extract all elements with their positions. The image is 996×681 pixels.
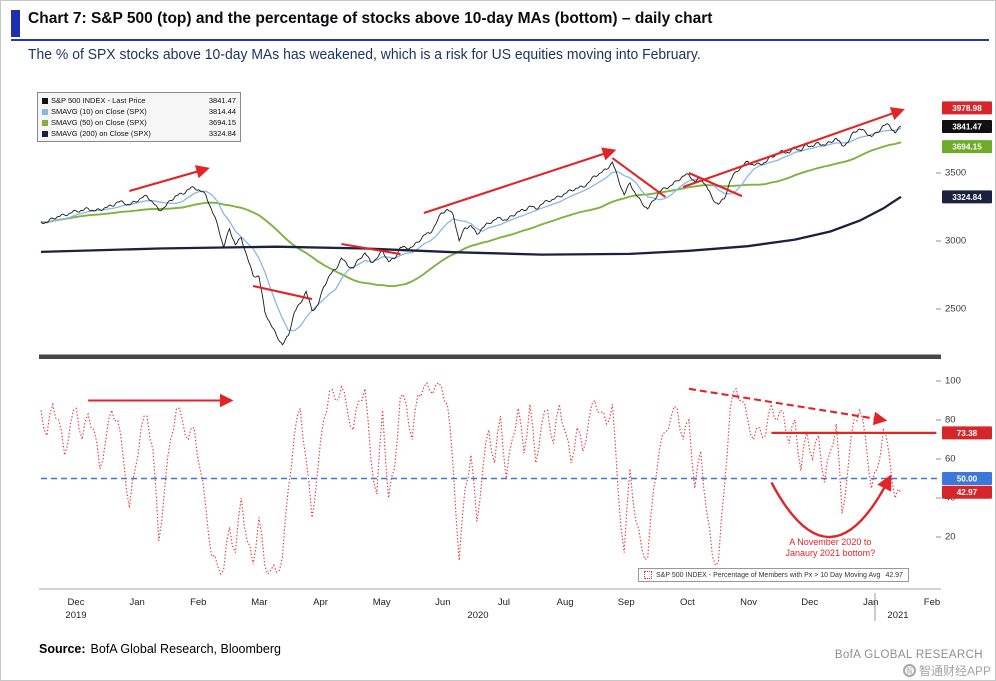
annotation-dashline [688, 387, 888, 426]
title-rule [11, 39, 989, 41]
watermark: 智 智通财经APP [902, 662, 991, 679]
price-badge [942, 190, 992, 204]
ma50-line [40, 141, 902, 288]
legend-swatch-icon [42, 130, 48, 137]
price-badge [942, 485, 992, 499]
legend-item: SMAVG (10) on Close (SPX) 3814.44 [42, 106, 236, 117]
x-month-label: Nov [740, 597, 757, 608]
panel-separator [39, 354, 941, 359]
legend-name: SMAVG (10) on Close (SPX) [51, 107, 147, 116]
price-badge [942, 120, 992, 134]
ma200-line [40, 195, 902, 256]
legend-name: S&P 500 INDEX - Last Price [51, 96, 146, 105]
price-badge-label: 50.00 [957, 475, 978, 484]
legend-name: SMAVG (200) on Close (SPX) [51, 129, 151, 138]
price-badge-label: 3841.47 [952, 123, 982, 132]
source-line: Source: BofA Global Research, Bloomberg [39, 642, 281, 656]
price-badge-label: 3324.84 [952, 193, 982, 202]
x-month-label: Feb [924, 597, 940, 608]
legend-item: SMAVG (50) on Close (SPX) 3694.15 [42, 117, 236, 128]
y-tick-label: 3000 [945, 236, 966, 247]
legend-swatch-icon [42, 97, 48, 104]
price-badge-label: 42.97 [957, 488, 978, 497]
y-tick-label: 80 [945, 415, 956, 426]
legend-value: 3814.44 [208, 107, 236, 116]
legend-value: 3694.15 [208, 118, 236, 127]
y-tick-label: 3500 [945, 168, 966, 179]
chart-subtitle: The % of SPX stocks above 10-day MAs has… [28, 46, 701, 63]
legend-value: 3324.84 [208, 129, 236, 138]
annotation-arrow [682, 107, 905, 188]
x-month-label: Dec [68, 597, 85, 608]
price-badge-label: 73.38 [957, 429, 978, 438]
price-badge [942, 426, 992, 440]
legend-item: SMAVG (200) on Close (SPX) 3324.84 [42, 128, 236, 139]
chart-area: A November 2020 to Janaury 2021 bottom? 35… [1, 89, 995, 634]
x-month-label: Jul [498, 597, 510, 608]
y-tick-label: 2500 [945, 304, 966, 315]
annotation-line [688, 172, 743, 198]
watermark-text: 智通财经APP [918, 664, 991, 678]
annotation-text: A November 2020 to Janaury 2021 bottom? [786, 537, 876, 558]
x-year-label: 2020 [467, 610, 488, 621]
x-year-label: 2021 [887, 610, 908, 621]
x-month-label: Feb [190, 597, 206, 608]
annotation-arrow [423, 147, 617, 214]
x-year-label: 2019 [65, 610, 86, 621]
chart-svg: A November 2020 to Janaury 2021 bottom? 35… [39, 101, 992, 621]
x-month-label: Mar [251, 597, 267, 608]
price-badge-label: 3694.15 [952, 143, 982, 152]
percent-legend: S&P 500 INDEX - Percentage of Members wi… [638, 568, 909, 582]
percent-series-swatch-icon [644, 571, 652, 579]
x-month-label: Aug [557, 597, 574, 608]
ma10-line [40, 127, 902, 332]
legend-name: SMAVG (50) on Close (SPX) [51, 118, 147, 127]
legend-value: 3841.47 [208, 96, 236, 105]
y-tick-label: 60 [945, 454, 956, 465]
x-month-label: Dec [801, 597, 818, 608]
x-month-label: Jan [129, 597, 144, 608]
price-badge [942, 101, 992, 115]
legend-swatch-icon [42, 119, 48, 126]
spx-price-line [40, 123, 902, 346]
y-tick-label: 20 [945, 532, 956, 543]
legend-item: S&P 500 INDEX - Last Price 3841.47 [42, 95, 236, 106]
source-label: Source: [39, 642, 86, 656]
price-badge-label: 3978.98 [952, 104, 982, 113]
legend-swatch-icon [42, 108, 48, 115]
x-month-label: Jun [435, 597, 450, 608]
annotation-line [341, 242, 401, 256]
x-month-label: Jan [863, 597, 878, 608]
y-tick-label: 100 [945, 376, 961, 387]
annotation-line [252, 284, 313, 301]
source-text: BofA Global Research, Bloomberg [90, 642, 281, 656]
x-month-label: Apr [313, 597, 328, 608]
x-month-label: Oct [680, 597, 695, 608]
price-badge [942, 140, 992, 154]
bofa-global-research-label: BofA GLOBAL RESEARCH [834, 649, 983, 661]
price-legend: S&P 500 INDEX - Last Price 3841.47 SMAVG (… [37, 92, 241, 142]
price-badge [942, 472, 992, 485]
chart-title: Chart 7: S&P 500 (top) and the percentag… [28, 10, 713, 27]
x-month-label: Sep [618, 597, 635, 608]
percent-legend-text: S&P 500 INDEX - Percentage of Members wi… [656, 571, 881, 579]
x-month-label: May [373, 597, 391, 608]
title-accent-bar [11, 10, 20, 37]
percent-legend-value: 42.97 [885, 571, 903, 579]
watermark-logo-icon: 智 [902, 664, 916, 677]
annotation-arc [770, 474, 892, 539]
annotation-line [611, 157, 667, 198]
annotation-arrow [129, 165, 210, 192]
